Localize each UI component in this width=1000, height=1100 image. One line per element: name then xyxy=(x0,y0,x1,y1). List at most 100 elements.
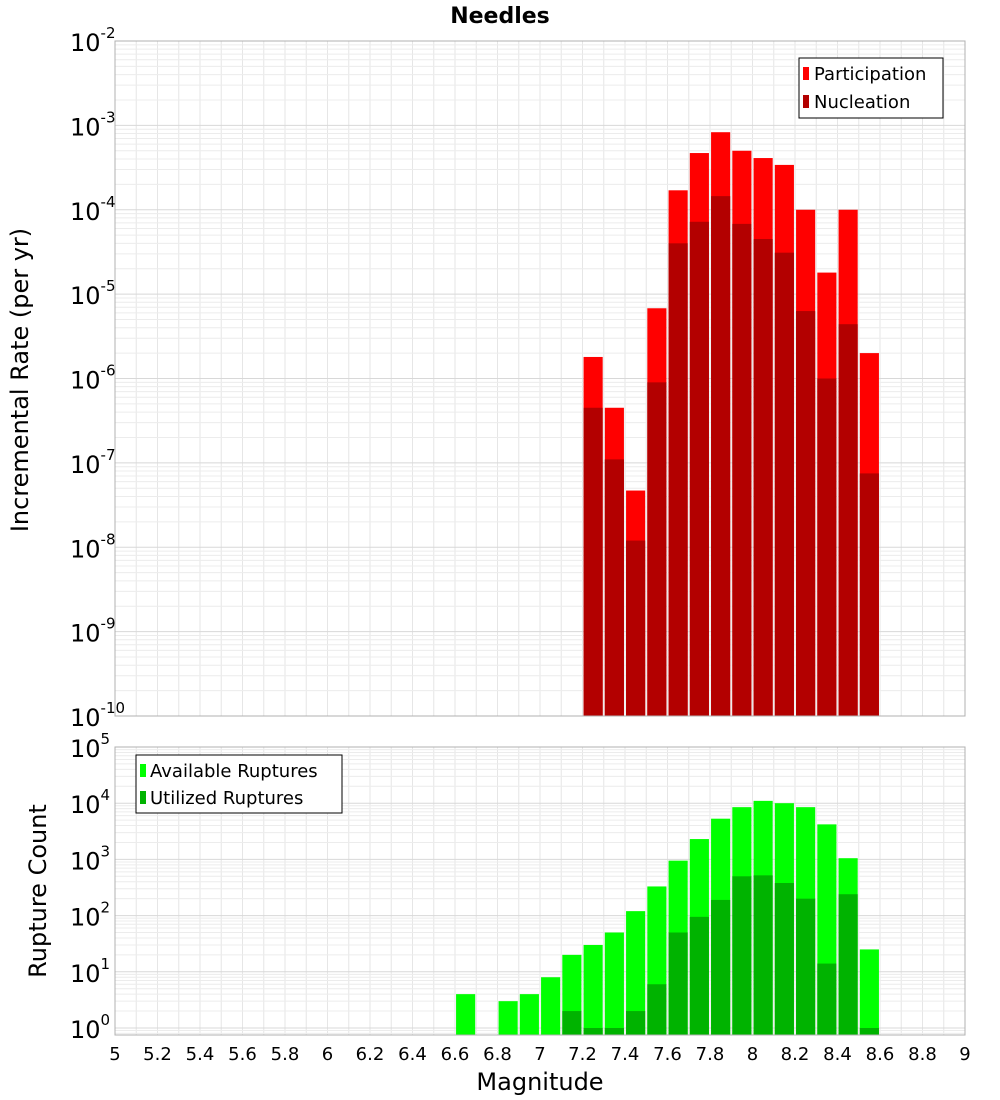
x-tick-label: 5.6 xyxy=(228,1044,257,1065)
top-bar-series-b xyxy=(711,196,731,716)
bottom-bar-series-b xyxy=(774,883,794,1035)
bottom-bar-series-b xyxy=(859,1027,879,1035)
top-bar-series-b xyxy=(796,311,816,716)
x-tick-label: 5.8 xyxy=(271,1044,300,1065)
x-tick-label: 6.2 xyxy=(356,1044,385,1065)
legend-swatch-utilized xyxy=(140,791,146,804)
bottom-bar-series-b xyxy=(796,898,816,1035)
x-tick-label: 8.6 xyxy=(866,1044,895,1065)
top-legend: Participation Nucleation xyxy=(798,57,944,119)
top-grid xyxy=(114,41,966,717)
top-y-axis-label: Incremental Rate (per yr) xyxy=(6,228,34,532)
bottom-bar-series-b xyxy=(583,1027,603,1035)
x-ticks: 5 5.2 5.4 5.6 5.8 6 6.2 6.4 6.6 6.8 7 7.2 7.4 7.6 7.8 8… xyxy=(109,1044,970,1065)
bottom-bar-series-b xyxy=(668,932,688,1035)
x-tick-label: 5.2 xyxy=(143,1044,172,1065)
top-bar-series-b xyxy=(647,382,667,716)
x-tick-label: 7 xyxy=(534,1044,545,1065)
top-bar-series-b xyxy=(604,459,624,716)
bottom-bar-series-a xyxy=(604,932,624,1035)
top-y-tick-label: 10-5 xyxy=(70,277,116,310)
bottom-y-tick-label: 102 xyxy=(70,899,110,932)
x-tick-label: 8.4 xyxy=(823,1044,852,1065)
bottom-bar-series-b xyxy=(732,876,752,1035)
bottom-legend-box xyxy=(135,754,343,814)
bottom-bar-series-b xyxy=(626,1011,646,1035)
chart-title: Needles xyxy=(450,4,550,29)
top-bar-series-b xyxy=(753,239,773,716)
bottom-y-tick-label: 100 xyxy=(70,1011,110,1044)
bottom-bar-series-a xyxy=(456,994,476,1035)
bottom-bar-series-b xyxy=(689,916,709,1035)
x-tick-label: 8.8 xyxy=(908,1044,937,1065)
bottom-bar-series-a xyxy=(498,1001,518,1035)
bottom-y-tick-label: 103 xyxy=(70,842,110,875)
top-panel: Needles 10-1010-910-810-710-610-510-410-… xyxy=(6,4,966,732)
bottom-bar-series-b xyxy=(817,963,837,1035)
x-tick-label: 7.4 xyxy=(611,1044,640,1065)
bottom-legend: Available Ruptures Utilized Ruptures xyxy=(135,754,343,814)
bottom-bar-series-b xyxy=(604,1027,624,1035)
x-tick-label: 7.6 xyxy=(653,1044,682,1065)
legend-label-nucleation: Nucleation xyxy=(814,92,910,113)
top-y-tick-label: 10-4 xyxy=(70,193,116,226)
x-tick-label: 6 xyxy=(322,1044,333,1065)
bottom-bar-series-a xyxy=(519,994,539,1035)
bottom-bar-series-b xyxy=(753,875,773,1035)
legend-swatch-available xyxy=(140,764,146,777)
x-tick-label: 6.6 xyxy=(441,1044,470,1065)
bottom-y-tick-label: 105 xyxy=(70,730,110,763)
top-bar-series-b xyxy=(689,221,709,716)
top-y-ticks: 10-10 10-9 10-8 10-7 10-6 10-5 10-4 10-3 10-2 xyxy=(70,24,125,732)
bottom-bar-series-a xyxy=(626,911,646,1035)
bottom-y-ticks: 100 101 102 103 104 105 xyxy=(70,730,110,1044)
top-bar-series-b xyxy=(817,378,837,716)
legend-swatch-participation xyxy=(803,67,809,80)
top-plot-frame xyxy=(114,40,966,717)
top-y-tick-label: 10-8 xyxy=(70,530,116,563)
legend-label-participation: Participation xyxy=(814,64,926,85)
bottom-bar-series-a xyxy=(859,949,879,1035)
bottom-y-tick-label: 104 xyxy=(70,786,110,819)
x-tick-label: 7.2 xyxy=(568,1044,597,1065)
bottom-bar-series-a xyxy=(541,977,561,1035)
bottom-plot-frame xyxy=(114,746,966,1036)
top-bar-series-b xyxy=(838,324,858,716)
top-bar-series-b xyxy=(626,540,646,716)
bottom-bar-series-a xyxy=(583,944,603,1035)
x-axis-label: Magnitude xyxy=(476,1068,603,1096)
bottom-bar-series-b xyxy=(647,984,667,1035)
legend-label-utilized: Utilized Ruptures xyxy=(150,788,303,809)
bottom-bars xyxy=(456,800,879,1035)
bottom-bar-series-b xyxy=(562,1011,582,1035)
x-tick-label: 6.8 xyxy=(483,1044,512,1065)
top-bars xyxy=(583,132,879,717)
top-bar-series-b xyxy=(774,252,794,716)
top-bar-series-b xyxy=(668,243,688,717)
x-tick-label: 8.2 xyxy=(781,1044,810,1065)
x-tick-label: 6.4 xyxy=(398,1044,427,1065)
bottom-y-tick-label: 101 xyxy=(70,955,110,988)
top-y-tick-label: 10-7 xyxy=(70,446,116,479)
top-legend-box xyxy=(798,57,944,119)
bottom-panel: 100 101 102 103 104 105 5 5.2 5.4 5.6 5.8 6 6.2 6.4 6… xyxy=(24,730,971,1096)
x-tick-label: 5.4 xyxy=(186,1044,215,1065)
top-y-tick-label: 10-3 xyxy=(70,108,116,141)
top-y-tick-label: 10-10 xyxy=(70,699,125,732)
x-tick-label: 9 xyxy=(959,1044,970,1065)
bottom-bar-series-b xyxy=(838,894,858,1035)
top-bar-series-b xyxy=(859,473,879,716)
x-tick-label: 8 xyxy=(747,1044,758,1065)
legend-swatch-nucleation xyxy=(803,95,809,108)
top-bar-series-b xyxy=(583,407,603,716)
top-y-tick-label: 10-2 xyxy=(70,24,116,57)
x-tick-label: 5 xyxy=(109,1044,120,1065)
top-bar-series-b xyxy=(732,223,752,716)
legend-label-available: Available Ruptures xyxy=(150,761,318,782)
top-y-tick-label: 10-6 xyxy=(70,362,116,395)
x-tick-label: 7.8 xyxy=(696,1044,725,1065)
bottom-bar-series-b xyxy=(711,899,731,1035)
top-y-tick-label: 10-9 xyxy=(70,615,116,648)
bottom-y-axis-label: Rupture Count xyxy=(24,804,52,978)
